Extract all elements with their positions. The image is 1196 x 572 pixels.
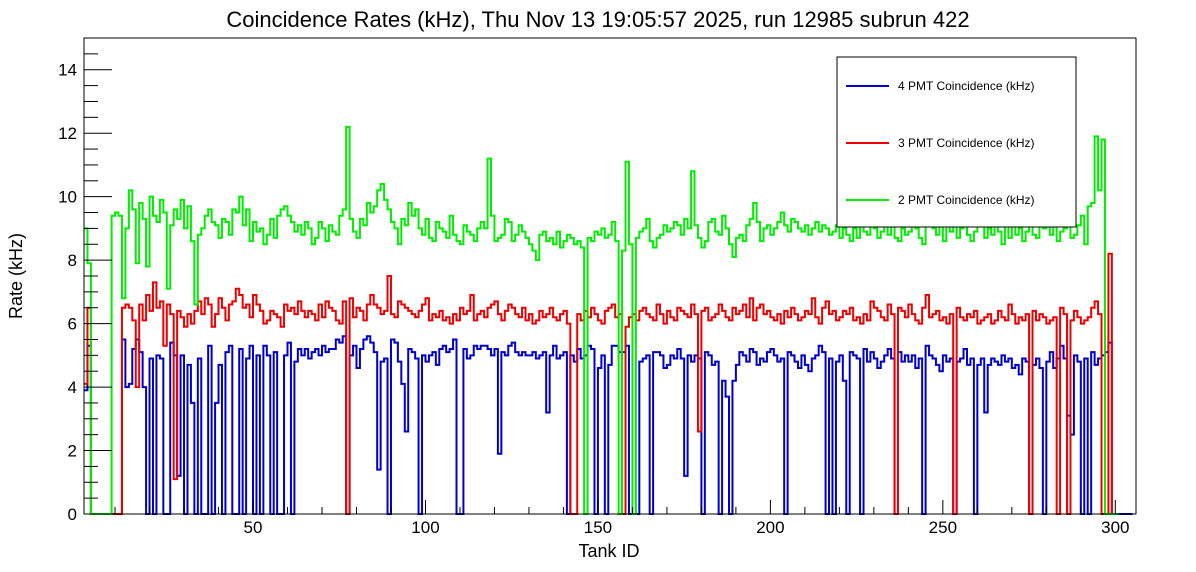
x-tick-label: 100 xyxy=(411,518,439,537)
series-layer xyxy=(84,125,1133,515)
legend-label-2pmt: 2 PMT Coincidence (kHz) xyxy=(898,193,1035,207)
y-tick-label: 12 xyxy=(58,124,77,143)
y-tick-label: 2 xyxy=(68,442,77,461)
y-tick-label: 10 xyxy=(58,188,77,207)
y-axis-label: Rate (kHz) xyxy=(6,233,26,319)
legend: 4 PMT Coincidence (kHz) 3 PMT Coincidenc… xyxy=(836,56,1077,228)
x-tick-label: 250 xyxy=(929,518,957,537)
y-tick-label: 6 xyxy=(68,315,77,334)
x-tick-label: 150 xyxy=(584,518,612,537)
x-axis-label: Tank ID xyxy=(578,541,639,561)
y-tick-label: 14 xyxy=(58,61,77,80)
x-tick-label: 200 xyxy=(756,518,784,537)
series-line-2 xyxy=(84,252,1119,515)
y-tick-label: 4 xyxy=(68,378,77,397)
x-tick-label: 300 xyxy=(1101,518,1129,537)
legend-label-3pmt: 3 PMT Coincidence (kHz) xyxy=(898,136,1035,150)
y-tick-label: 0 xyxy=(68,505,77,524)
axis-layer: 0 2 4 6 8 10 12 14 50 100 150 200 250 300 xyxy=(58,37,1129,537)
chart-title: Coincidence Rates (kHz), Thu Nov 13 19:0… xyxy=(226,7,969,32)
legend-label-4pmt: 4 PMT Coincidence (kHz) xyxy=(898,79,1035,93)
y-tick-label: 8 xyxy=(68,251,77,270)
x-tick-label: 50 xyxy=(244,518,263,537)
series-line-3 xyxy=(84,125,1119,515)
